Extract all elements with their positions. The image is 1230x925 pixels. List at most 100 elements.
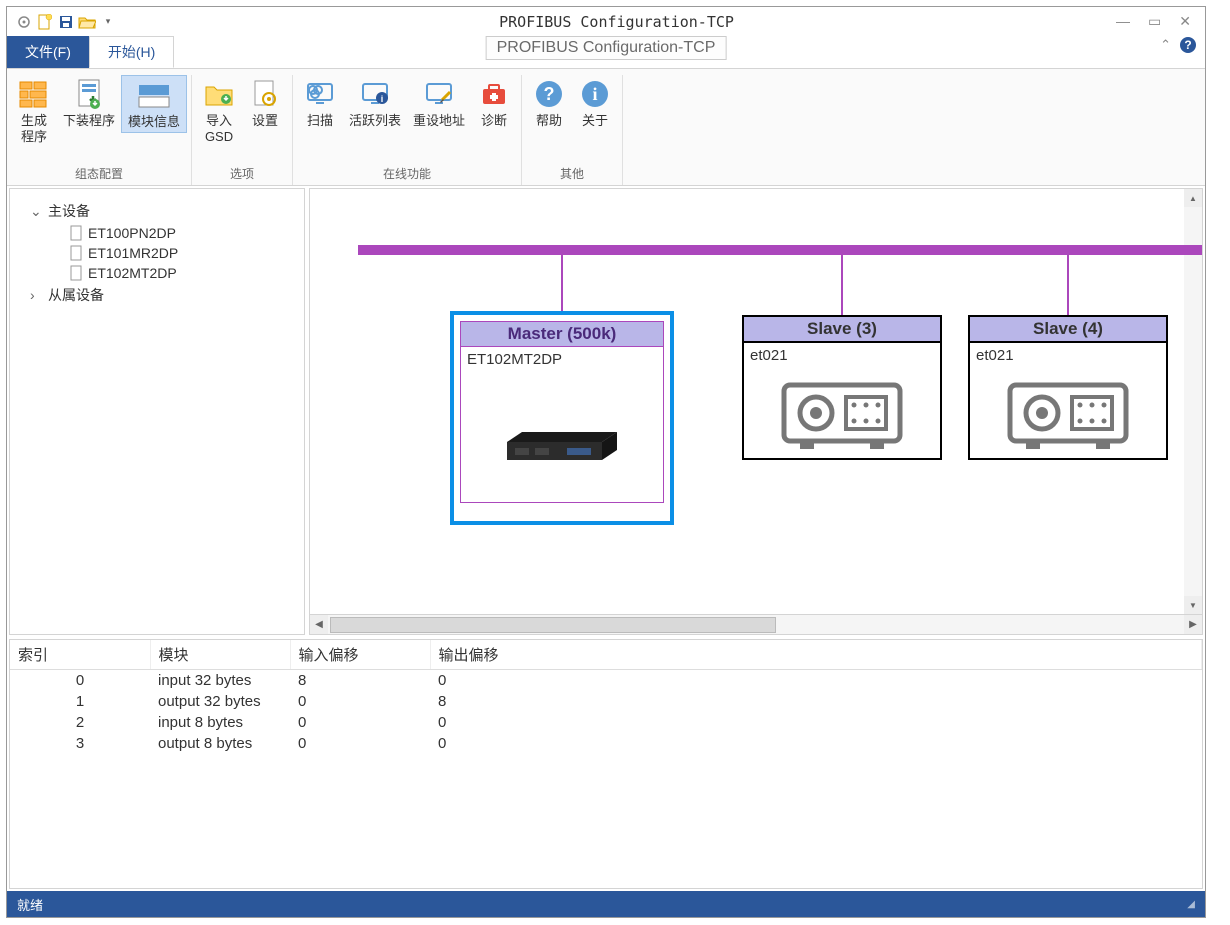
tab-start[interactable]: 开始(H) [89, 36, 174, 68]
table-header[interactable]: 模块 [150, 640, 290, 670]
scroll-left-arrow[interactable]: ◀ [310, 615, 328, 634]
bus-line [358, 245, 1202, 255]
diagnose-kit-icon [477, 77, 511, 111]
import-folder-icon [202, 77, 236, 111]
table-cell: 0 [290, 691, 430, 712]
maximize-button[interactable]: ▭ [1148, 13, 1161, 30]
ribbon-right: ⌃ ? [1160, 36, 1197, 54]
ribbon-group-other: ? 帮助 i 关于 其他 [522, 75, 623, 185]
table-cell: output 32 bytes [150, 691, 290, 712]
qat-dropdown-icon[interactable]: ▾ [99, 13, 117, 31]
download-program-button[interactable]: 下装程序 [57, 75, 121, 131]
module-table: 索引 模块 输入偏移 输出偏移 0input 32 bytes80 1outpu… [10, 640, 1202, 754]
scroll-up-arrow[interactable]: ▲ [1184, 189, 1202, 207]
table-cell: 0 [10, 670, 150, 692]
table-cell: 8 [290, 670, 430, 692]
table-cell: input 32 bytes [150, 670, 290, 692]
livelist-label: 活跃列表 [349, 113, 401, 129]
ribbon-group-options-label: 选项 [196, 165, 288, 185]
save-icon[interactable] [57, 13, 75, 31]
new-doc-icon[interactable] [36, 13, 54, 31]
tree-master-child[interactable]: ET100PN2DP [10, 223, 304, 243]
table-row[interactable]: 1output 32 bytes08 [10, 691, 1202, 712]
ribbon-tabs: 文件(F) 开始(H) PROFIBUS Configuration-TCP ⌃… [7, 36, 1205, 68]
resize-grip-icon[interactable]: ◢ [1187, 899, 1195, 910]
ribbon-group-online-label: 在线功能 [297, 165, 517, 185]
tree-master-child[interactable]: ET102MT2DP [10, 263, 304, 283]
device-slave[interactable]: Slave (4) et021 [968, 315, 1168, 460]
help-button[interactable]: ? 帮助 [526, 75, 572, 131]
resetaddr-button[interactable]: 重设地址 [407, 75, 471, 131]
gear-icon[interactable] [15, 13, 33, 31]
scan-label: 扫描 [307, 113, 333, 129]
device-master-title: Master (500k) [461, 322, 663, 347]
tree-master-child[interactable]: ET101MR2DP [10, 243, 304, 263]
table-cell: 0 [290, 733, 430, 754]
device-slave-name: et021 [744, 343, 940, 368]
download-program-label: 下装程序 [63, 113, 115, 129]
device-file-icon [70, 245, 84, 261]
svg-text:i: i [593, 84, 598, 104]
diagnose-button[interactable]: 诊断 [471, 75, 517, 131]
tree-slave-label: 从属设备 [48, 285, 104, 305]
tree-master-node[interactable]: ⌄主设备 [10, 199, 304, 223]
ribbon-group-online: 扫描 i 活跃列表 重设地址 诊断 在线功能 [293, 75, 522, 185]
collapse-ribbon-icon[interactable]: ⌃ [1160, 37, 1171, 53]
io-module-icon [772, 373, 912, 453]
table-row[interactable]: 0input 32 bytes80 [10, 670, 1202, 692]
open-folder-icon[interactable] [78, 13, 96, 31]
bricks-icon [17, 77, 51, 111]
device-slave-title: Slave (3) [744, 317, 940, 343]
tree-slave-node[interactable]: ›从属设备 [10, 283, 304, 307]
module-table-panel: 索引 模块 输入偏移 输出偏移 0input 32 bytes80 1outpu… [9, 639, 1203, 889]
table-cell: input 8 bytes [150, 712, 290, 733]
device-slave[interactable]: Slave (3) et021 [742, 315, 942, 460]
table-row[interactable]: 3output 8 bytes00 [10, 733, 1202, 754]
mini-pc-icon [487, 392, 637, 482]
table-cell: 1 [10, 691, 150, 712]
device-master[interactable]: Master (500k) ET102MT2DP [450, 311, 674, 525]
about-button[interactable]: i 关于 [572, 75, 618, 131]
info-circle-icon: i [578, 77, 612, 111]
table-cell: 0 [430, 733, 1202, 754]
device-file-icon [70, 225, 84, 241]
tab-file[interactable]: 文件(F) [7, 36, 89, 68]
help-icon[interactable]: ? [1179, 36, 1197, 54]
table-cell: 3 [10, 733, 150, 754]
status-bar: 就绪 ◢ [7, 891, 1205, 917]
import-gsd-button[interactable]: 导入 GSD [196, 75, 242, 148]
table-header[interactable]: 输出偏移 [430, 640, 1202, 670]
livelist-button[interactable]: i 活跃列表 [343, 75, 407, 131]
scroll-right-arrow[interactable]: ▶ [1184, 615, 1202, 634]
table-cell: output 8 bytes [150, 733, 290, 754]
tree-master-label: 主设备 [48, 201, 90, 221]
about-label: 关于 [582, 113, 608, 129]
generate-program-label: 生成 程序 [21, 113, 47, 146]
ribbon-group-config: 生成 程序 下装程序 模块信息 组态配置 [7, 75, 192, 185]
minimize-button[interactable]: — [1116, 13, 1130, 30]
tree-child-label: ET100PN2DP [88, 225, 176, 241]
upper-split: ⌄主设备 ET100PN2DP ET101MR2DP ET102MT2DP ›从… [7, 186, 1205, 637]
settings-button[interactable]: 设置 [242, 75, 288, 131]
scroll-thumb[interactable] [330, 617, 776, 633]
module-info-label: 模块信息 [128, 114, 180, 130]
help-label: 帮助 [536, 113, 562, 129]
close-button[interactable]: ✕ [1179, 13, 1191, 30]
scroll-down-arrow[interactable]: ▼ [1184, 596, 1202, 614]
titlebar: ▾ PROFIBUS Configuration-TCP — ▭ ✕ [7, 7, 1205, 36]
settings-doc-icon [248, 77, 282, 111]
generate-program-button[interactable]: 生成 程序 [11, 75, 57, 148]
device-slave-title: Slave (4) [970, 317, 1166, 343]
table-header[interactable]: 输入偏移 [290, 640, 430, 670]
resetaddr-label: 重设地址 [413, 113, 465, 129]
table-row[interactable]: 2input 8 bytes00 [10, 712, 1202, 733]
resetaddr-monitor-icon [422, 77, 456, 111]
drop-line [561, 255, 563, 311]
diagram-canvas[interactable]: ▲ ▼ Master (500k) ET102MT2DP [310, 189, 1202, 614]
scan-button[interactable]: 扫描 [297, 75, 343, 131]
horizontal-scrollbar[interactable]: ◀ ▶ [310, 614, 1202, 634]
table-header[interactable]: 索引 [10, 640, 150, 670]
device-tree-panel: ⌄主设备 ET100PN2DP ET101MR2DP ET102MT2DP ›从… [9, 188, 305, 635]
table-cell: 0 [430, 712, 1202, 733]
module-info-button[interactable]: 模块信息 [121, 75, 187, 133]
